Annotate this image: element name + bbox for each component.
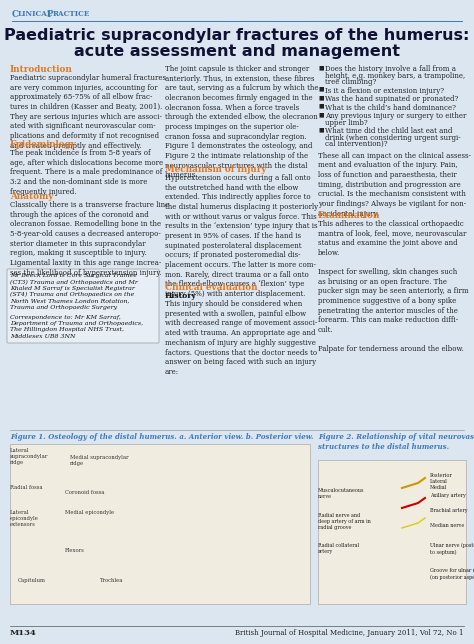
Text: Figure 2. Relationship of vital neurovascular
structures to the distal humerus.: Figure 2. Relationship of vital neurovas… — [318, 433, 474, 451]
Text: Median nerve: Median nerve — [430, 523, 464, 528]
Text: The peak incidence is from 5-8 years of
age, after which dislocations become mor: The peak incidence is from 5-8 years of … — [10, 149, 163, 196]
Text: Capitulum: Capitulum — [18, 578, 46, 583]
Text: Posterior
Lateral
Medial: Posterior Lateral Medial — [430, 473, 453, 490]
Text: Examination: Examination — [318, 211, 380, 220]
Text: Medial supracondylar
ridge: Medial supracondylar ridge — [70, 455, 128, 466]
Text: upper limb?: upper limb? — [325, 118, 368, 126]
Text: tree climbing?: tree climbing? — [325, 78, 376, 86]
Text: Anatomy: Anatomy — [10, 192, 54, 201]
FancyBboxPatch shape — [7, 269, 159, 343]
Polygon shape — [125, 452, 155, 572]
Text: acute assessment and management: acute assessment and management — [74, 44, 400, 59]
Text: Does the history involve a fall from a: Does the history involve a fall from a — [325, 65, 456, 73]
Text: Lateral
supracondylar
ridge: Lateral supracondylar ridge — [10, 448, 48, 466]
Text: Introduction: Introduction — [10, 65, 73, 74]
Text: M134: M134 — [10, 629, 37, 637]
Text: Paediatric supracondylar humeral fractures
are very common injuries, accounting : Paediatric supracondylar humeral fractur… — [10, 74, 166, 150]
Text: What time did the child last eat and: What time did the child last eat and — [325, 127, 452, 135]
Text: Epidemiology: Epidemiology — [10, 140, 77, 149]
Text: British Journal of Hospital Medicine, January 2011, Vol 72, No 1: British Journal of Hospital Medicine, Ja… — [236, 629, 464, 637]
Text: Medial epicondyle: Medial epicondyle — [65, 510, 114, 515]
Text: History: History — [165, 292, 197, 300]
Text: ■: ■ — [318, 86, 323, 91]
Text: Trochlea: Trochlea — [100, 578, 124, 583]
Text: Any previous injury or surgery to either: Any previous injury or surgery to either — [325, 112, 466, 120]
Text: ■: ■ — [318, 127, 323, 132]
Text: Lateral
epicondyle
extensors: Lateral epicondyle extensors — [10, 510, 39, 527]
Polygon shape — [376, 468, 402, 598]
Text: The joint capsule is thicker and stronger
anteriorly. Thus, in extension, these : The joint capsule is thicker and stronge… — [165, 65, 319, 180]
Text: Mechanism of injury: Mechanism of injury — [165, 165, 266, 174]
Text: height, e.g. monkey bars, a trampoline,: height, e.g. monkey bars, a trampoline, — [325, 71, 465, 79]
Text: Was the hand supinated or pronated?: Was the hand supinated or pronated? — [325, 95, 458, 103]
Text: ■: ■ — [318, 95, 323, 100]
Text: P: P — [47, 10, 54, 19]
Bar — [10, 444, 310, 604]
Text: LINICAL: LINICAL — [18, 10, 53, 18]
Text: Hyperextension occurs during a fall onto
the outstretched hand with the elbow
ex: Hyperextension occurs during a fall onto… — [165, 174, 318, 298]
Bar — [318, 460, 466, 604]
Text: cal intervention)?: cal intervention)? — [325, 140, 388, 148]
Text: Classically there is a transverse fracture line
through the apices of the corono: Classically there is a transverse fractu… — [10, 201, 169, 277]
Text: These all can impact on the clinical assess-
ment and evaluation of the injury. : These all can impact on the clinical ass… — [318, 151, 471, 218]
Text: ■: ■ — [318, 104, 323, 108]
Text: What is the child’s hand dominance?: What is the child’s hand dominance? — [325, 104, 456, 111]
Text: Radial fossa: Radial fossa — [10, 485, 43, 490]
Text: Groove for ulnar nerve
(on posterior aspect): Groove for ulnar nerve (on posterior asp… — [430, 568, 474, 580]
Text: Mr Beeck Lord is Core Surgical Trainee
(CT3) Trauma and Orthopaedics and Mr
Khal: Mr Beeck Lord is Core Surgical Trainee (… — [10, 273, 138, 310]
Polygon shape — [205, 452, 240, 572]
Text: Radial collateral
artery: Radial collateral artery — [318, 543, 359, 554]
Text: Brachial artery: Brachial artery — [430, 508, 467, 513]
Text: ■: ■ — [318, 112, 323, 117]
Text: Flexors: Flexors — [65, 548, 85, 553]
Text: Figure 1. Osteology of the distal humerus. a. Anterior view. b. Posterior view.: Figure 1. Osteology of the distal humeru… — [10, 433, 313, 441]
Text: Is it a flexion or extension injury?: Is it a flexion or extension injury? — [325, 86, 444, 95]
Polygon shape — [45, 452, 80, 572]
Text: RACTICE: RACTICE — [53, 10, 90, 18]
Text: Axillary artery: Axillary artery — [430, 493, 466, 498]
Text: Musculocutaneous
nerve: Musculocutaneous nerve — [318, 488, 365, 499]
Text: ■: ■ — [318, 65, 323, 70]
Text: Correspondence to: Mr KM Sarraf,
Department of Trauma and Orthopaedics,
The Hill: Correspondence to: Mr KM Sarraf, Departm… — [10, 315, 143, 339]
Text: Radial nerve and
deep artery of arm in
radial groove: Radial nerve and deep artery of arm in r… — [318, 513, 371, 531]
Text: This injury should be considered when
presented with a swollen, painful elbow
wi: This injury should be considered when pr… — [165, 300, 317, 375]
Text: Ulnar nerve (posterior
to septum): Ulnar nerve (posterior to septum) — [430, 543, 474, 555]
Text: Coronoid fossa: Coronoid fossa — [65, 490, 104, 495]
Text: C: C — [12, 10, 19, 19]
Text: This adheres to the classical orthopaedic
mantra of look, feel, move, neurovascu: This adheres to the classical orthopaedi… — [318, 220, 469, 354]
Text: drink (when considering urgent surgi-: drink (when considering urgent surgi- — [325, 133, 461, 142]
Text: Paediatric supracondylar fractures of the humerus:: Paediatric supracondylar fractures of th… — [4, 28, 470, 43]
Text: Clinical evaluation: Clinical evaluation — [165, 283, 258, 292]
